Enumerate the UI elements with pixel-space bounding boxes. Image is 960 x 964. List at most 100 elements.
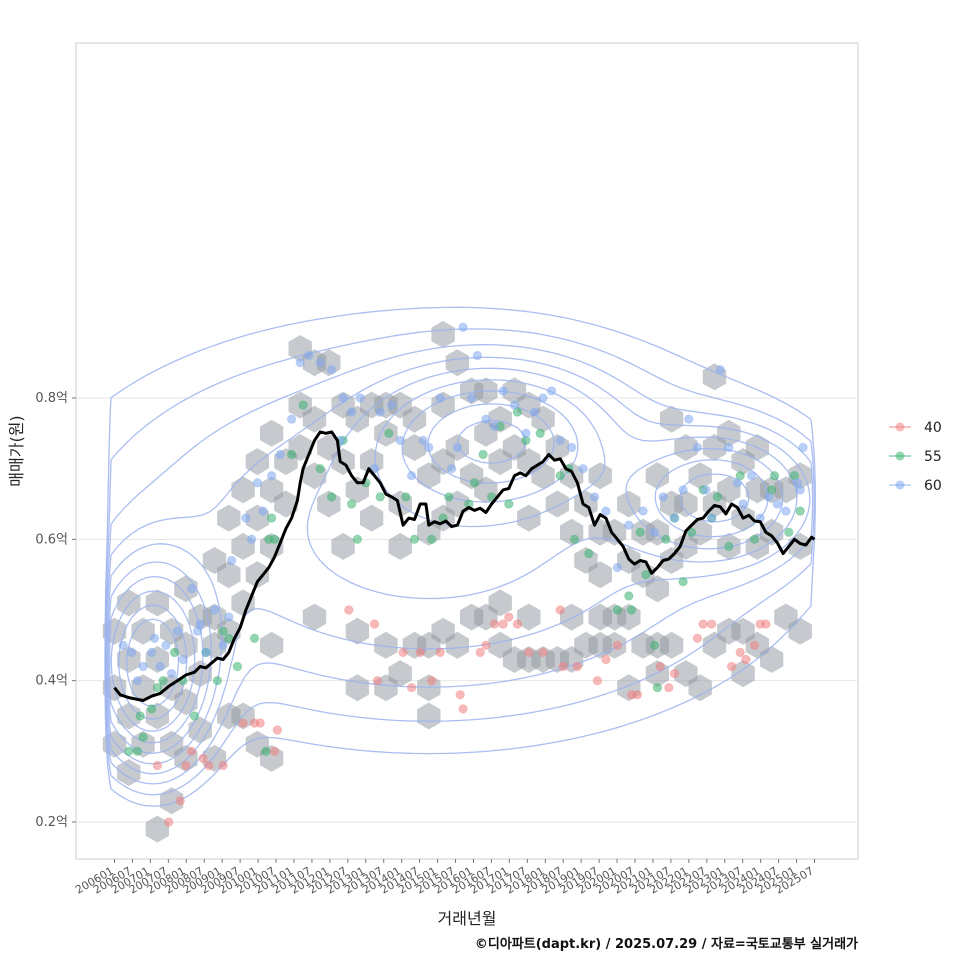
- point-size-60: [304, 350, 314, 361]
- point-size-55: [135, 711, 145, 721]
- point-size-40: [238, 718, 248, 728]
- point-size-55: [686, 527, 697, 537]
- hexbin-cell: [131, 617, 155, 645]
- point-size-60: [509, 400, 520, 410]
- point-size-60: [781, 506, 791, 516]
- point-size-60: [149, 633, 160, 643]
- scatter-points: [118, 322, 808, 827]
- point-size-60: [738, 499, 748, 509]
- point-size-60: [795, 485, 805, 495]
- point-size-40: [498, 619, 508, 629]
- point-size-55: [326, 492, 337, 502]
- hexbin-cell: [431, 320, 455, 348]
- point-size-40: [749, 640, 760, 650]
- point-size-55: [346, 499, 357, 509]
- point-size-60: [746, 471, 757, 481]
- point-size-40: [761, 619, 771, 629]
- point-size-40: [698, 619, 708, 629]
- hexbin-cell: [617, 490, 641, 518]
- point-size-60: [764, 492, 774, 502]
- x-axis-ticks: 2006012006072007012007072008012008072009…: [73, 859, 816, 897]
- point-size-40: [255, 718, 265, 728]
- point-size-60: [669, 513, 680, 523]
- point-size-55: [124, 746, 134, 756]
- point-size-60: [466, 393, 477, 403]
- point-size-40: [558, 661, 568, 672]
- point-size-40: [344, 605, 354, 615]
- point-size-55: [641, 570, 651, 580]
- point-size-40: [741, 654, 751, 665]
- point-size-60: [201, 647, 211, 658]
- point-size-40: [406, 683, 417, 693]
- point-size-40: [664, 683, 674, 693]
- hexbin-cell: [145, 589, 169, 617]
- hexbin-layer: [102, 320, 812, 843]
- point-size-60: [178, 654, 188, 665]
- point-size-55: [138, 732, 148, 742]
- point-size-60: [195, 619, 205, 629]
- point-size-60: [498, 386, 508, 396]
- legend-key-40: [895, 422, 905, 432]
- point-size-55: [784, 527, 794, 537]
- point-size-55: [478, 449, 488, 460]
- point-size-60: [706, 513, 717, 523]
- point-size-55: [535, 428, 545, 438]
- trend-line-layer: [113, 430, 816, 702]
- hexbin-cell: [531, 462, 555, 490]
- x-axis-title: 거래년월: [438, 909, 497, 928]
- point-size-40: [398, 647, 408, 658]
- hexbin-cell: [545, 490, 569, 518]
- point-size-40: [426, 676, 437, 686]
- legend-key-55: [895, 451, 905, 461]
- point-size-60: [226, 555, 237, 566]
- point-size-60: [446, 464, 457, 474]
- point-size-55: [375, 492, 385, 502]
- point-size-55: [232, 661, 243, 672]
- point-size-40: [692, 633, 703, 643]
- point-size-55: [661, 534, 671, 544]
- hexbin-cell: [488, 589, 512, 617]
- point-size-55: [146, 704, 157, 714]
- hexbin-cell: [260, 419, 284, 447]
- point-size-60: [338, 393, 348, 403]
- point-size-60: [452, 442, 463, 453]
- point-size-55: [269, 534, 280, 544]
- point-size-55: [624, 591, 634, 601]
- point-size-40: [455, 690, 465, 700]
- point-size-60: [258, 506, 268, 516]
- point-size-40: [475, 647, 485, 658]
- point-size-55: [555, 471, 565, 481]
- point-size-55: [169, 647, 180, 658]
- hexbin-cell: [217, 504, 241, 532]
- point-size-60: [435, 393, 445, 403]
- point-size-40: [175, 796, 185, 806]
- point-size-60: [424, 442, 434, 453]
- point-size-55: [635, 527, 645, 537]
- hexbin-cell: [560, 603, 584, 631]
- point-size-55: [569, 534, 580, 544]
- point-size-55: [724, 541, 734, 552]
- point-size-40: [572, 661, 583, 672]
- point-size-60: [692, 442, 703, 453]
- point-size-60: [224, 612, 234, 622]
- point-size-40: [669, 668, 680, 679]
- legend-key-60: [895, 480, 905, 490]
- point-size-60: [218, 640, 228, 650]
- point-size-40: [369, 619, 380, 629]
- point-size-40: [181, 760, 191, 771]
- point-size-60: [295, 358, 305, 368]
- point-size-60: [355, 393, 365, 403]
- point-size-60: [241, 513, 251, 523]
- hexbin-cell: [760, 518, 784, 546]
- point-size-55: [315, 464, 325, 474]
- point-size-40: [372, 676, 383, 686]
- density-contour: [126, 618, 180, 708]
- hexbin-cell: [117, 759, 141, 786]
- hexbin-cell: [588, 561, 612, 589]
- point-size-40: [632, 690, 643, 700]
- y-tick-label: 0.8억: [35, 391, 68, 406]
- y-axis-ticks: 0.2억 0.4억 0.6억 0.8억: [35, 391, 76, 830]
- point-size-55: [298, 400, 308, 410]
- hexbin-cell: [374, 631, 398, 659]
- point-size-60: [326, 365, 337, 375]
